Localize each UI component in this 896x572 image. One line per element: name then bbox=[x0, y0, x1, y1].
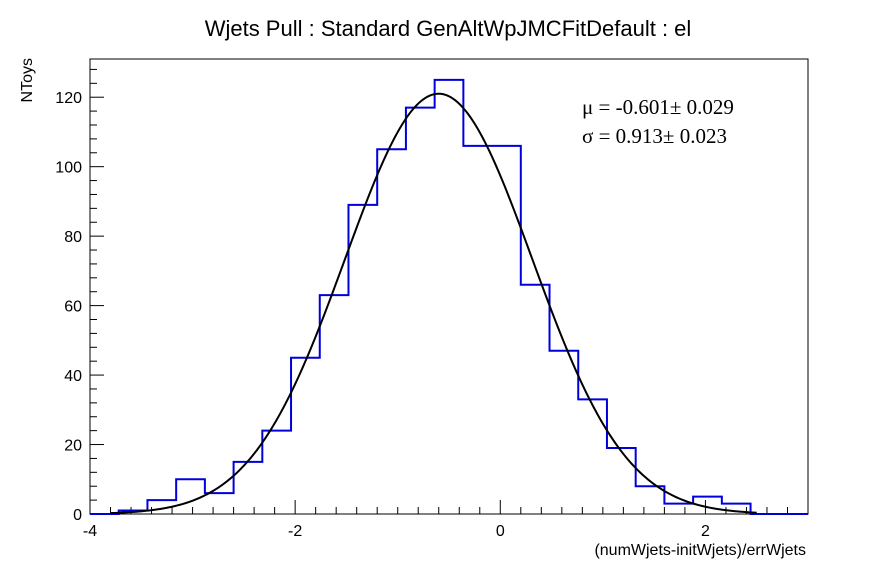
y-tick-label: 0 bbox=[73, 507, 82, 524]
x-axis-label: (numWjets-initWjets)/errWjets bbox=[594, 542, 806, 559]
y-tick-label: 80 bbox=[64, 229, 82, 246]
y-tick-label: 100 bbox=[55, 160, 82, 177]
fit-mean-label: μ = -0.601± 0.029 bbox=[582, 95, 734, 119]
y-tick-label: 20 bbox=[64, 438, 82, 455]
x-tick-label: 2 bbox=[701, 523, 710, 540]
gaussian-fit-curve bbox=[110, 92, 757, 515]
fit-sigma-label: σ = 0.913± 0.023 bbox=[582, 124, 727, 148]
x-tick-label: -4 bbox=[83, 523, 97, 540]
y-tick-label: 40 bbox=[64, 368, 82, 385]
y-tick-label: 120 bbox=[55, 90, 82, 107]
chart-title: Wjets Pull : Standard GenAltWpJMCFitDefa… bbox=[205, 16, 692, 41]
x-tick-label: -2 bbox=[288, 523, 302, 540]
plot-frame bbox=[89, 58, 809, 515]
y-axis: 0 20 40 60 80 100 120 bbox=[55, 68, 104, 524]
x-tick-label: 0 bbox=[496, 523, 505, 540]
x-axis: -4 -2 0 2 bbox=[83, 500, 809, 540]
y-axis-label: NToys bbox=[19, 58, 36, 102]
y-tick-label: 60 bbox=[64, 299, 82, 316]
